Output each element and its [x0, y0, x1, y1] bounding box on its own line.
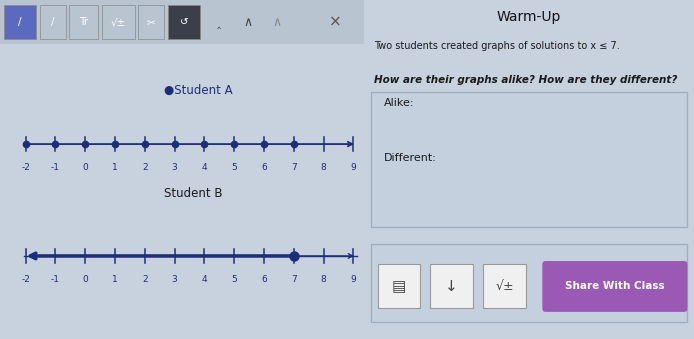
Text: -2: -2: [21, 163, 30, 172]
Text: Alike:: Alike:: [384, 98, 414, 108]
Text: Different:: Different:: [384, 153, 437, 162]
Text: Share With Class: Share With Class: [565, 281, 665, 292]
Text: 2: 2: [142, 275, 148, 284]
Text: 8: 8: [321, 163, 326, 172]
Text: ∧: ∧: [272, 16, 282, 28]
Text: ▤: ▤: [392, 279, 406, 294]
FancyBboxPatch shape: [371, 244, 687, 322]
Text: 2: 2: [142, 163, 148, 172]
FancyBboxPatch shape: [378, 264, 421, 308]
FancyBboxPatch shape: [102, 5, 135, 39]
Text: 8: 8: [321, 275, 326, 284]
Text: 5: 5: [231, 275, 237, 284]
FancyBboxPatch shape: [430, 264, 473, 308]
Text: ●Student A: ●Student A: [164, 84, 232, 97]
Text: 0: 0: [83, 163, 88, 172]
Text: 4: 4: [201, 275, 208, 284]
FancyBboxPatch shape: [168, 5, 201, 39]
Text: 0: 0: [83, 275, 88, 284]
Text: 3: 3: [171, 163, 178, 172]
Text: 7: 7: [291, 275, 296, 284]
Text: ✂: ✂: [147, 17, 155, 27]
Text: 7: 7: [291, 163, 296, 172]
Text: ↓: ↓: [446, 279, 458, 294]
Text: -1: -1: [51, 275, 60, 284]
Text: ∧: ∧: [243, 16, 253, 28]
FancyBboxPatch shape: [40, 5, 65, 39]
Text: √±: √±: [495, 280, 514, 293]
Text: 1: 1: [112, 163, 118, 172]
FancyBboxPatch shape: [483, 264, 526, 308]
Text: 9: 9: [350, 163, 356, 172]
FancyBboxPatch shape: [543, 261, 687, 312]
Text: 5: 5: [231, 163, 237, 172]
FancyBboxPatch shape: [371, 92, 687, 227]
Text: 9: 9: [350, 275, 356, 284]
Text: 6: 6: [261, 275, 267, 284]
FancyBboxPatch shape: [138, 5, 164, 39]
Text: 6: 6: [261, 163, 267, 172]
Text: 1: 1: [112, 275, 118, 284]
Text: ‸: ‸: [217, 16, 221, 28]
Text: How are their graphs alike? How are they different?: How are their graphs alike? How are they…: [374, 75, 677, 84]
Text: -2: -2: [21, 275, 30, 284]
Text: ↺: ↺: [180, 17, 188, 27]
Text: Warm-Up: Warm-Up: [497, 10, 561, 24]
Text: Student B: Student B: [164, 187, 223, 200]
Text: 3: 3: [171, 275, 178, 284]
Text: Two students created graphs of solutions to x ≤ 7.: Two students created graphs of solutions…: [374, 41, 620, 51]
Text: ×: ×: [329, 15, 341, 29]
Text: -1: -1: [51, 163, 60, 172]
Text: √±: √±: [111, 17, 126, 27]
FancyBboxPatch shape: [0, 0, 364, 44]
Text: /: /: [18, 17, 22, 27]
Text: /: /: [51, 17, 55, 27]
Text: Tr: Tr: [79, 17, 88, 27]
FancyBboxPatch shape: [3, 5, 36, 39]
Text: 4: 4: [201, 163, 208, 172]
FancyBboxPatch shape: [69, 5, 99, 39]
